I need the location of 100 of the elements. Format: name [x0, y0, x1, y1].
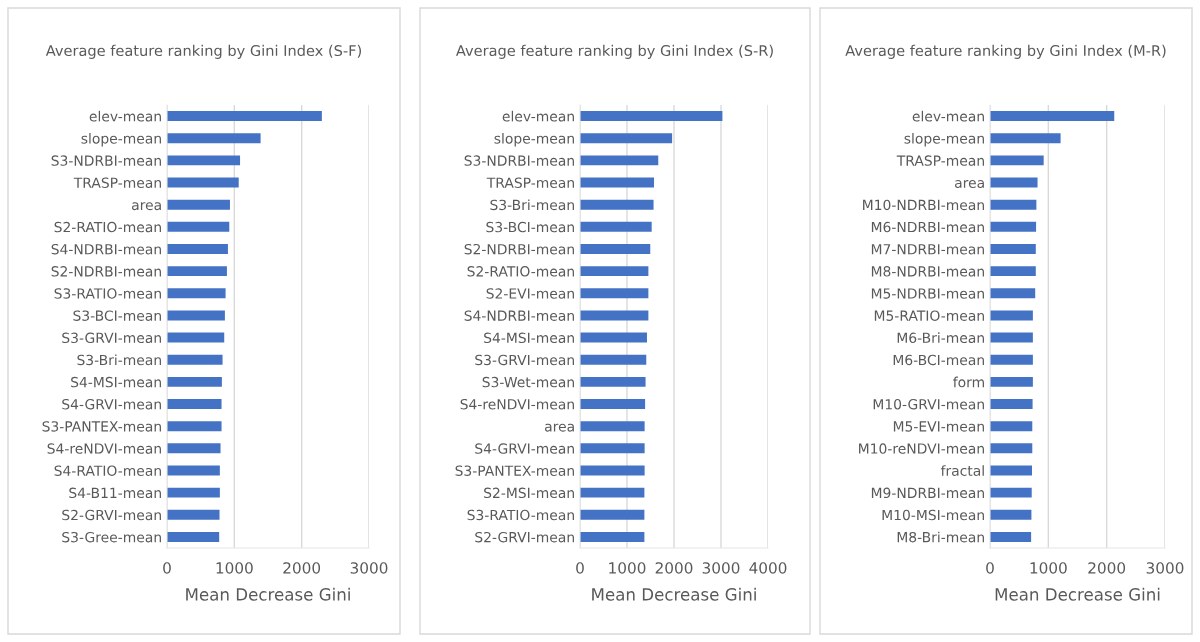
bar	[580, 399, 646, 410]
bar	[580, 155, 659, 166]
x-tick-label: 0	[576, 562, 584, 574]
bar	[580, 266, 649, 277]
bar	[580, 421, 645, 432]
chart-title: Average feature ranking by Gini Index (S-R)	[456, 44, 773, 59]
bar	[167, 399, 222, 410]
bar	[990, 133, 1061, 144]
y-tick-label: S4-B11-mean	[69, 487, 161, 499]
bar	[167, 133, 261, 144]
bar	[580, 111, 723, 122]
bar	[167, 177, 239, 188]
y-tick-label: S4-reNDVI-mean	[460, 398, 574, 410]
y-tick-label: M9-NDRBI-mean	[871, 487, 984, 499]
y-tick-label: S2-RATIO-mean	[467, 266, 574, 277]
y-tick-label: slope-mean	[494, 132, 574, 147]
x-tick-label: 2000	[655, 562, 693, 574]
y-tick-label: M10-NDRBI-mean	[863, 199, 984, 211]
y-tick-label: M10-reNDVI-mean	[859, 443, 984, 454]
y-tick-label: M7-NDRBI-mean	[871, 244, 984, 255]
y-tick-label: S2-NDRBI-mean	[464, 243, 574, 255]
x-tick-label: 0	[986, 562, 994, 574]
bar	[990, 288, 1036, 299]
y-tick-label: elev-mean	[89, 110, 161, 122]
bar	[990, 243, 1036, 254]
bar	[167, 465, 220, 476]
bar	[167, 487, 220, 498]
y-tick-label: S2-EVI-mean	[486, 288, 574, 299]
x-tick-label: 3000	[702, 562, 740, 574]
bar	[990, 310, 1033, 321]
bar	[580, 465, 645, 476]
y-tick-label: S3-NDRBI-mean	[464, 155, 574, 166]
bar	[167, 310, 225, 321]
y-tick-label: S3-NDRBI-mean	[51, 155, 161, 166]
y-tick-label: S2-NDRBI-mean	[51, 266, 161, 277]
bar	[167, 421, 222, 432]
y-tick-label: S2-GRVI-mean	[62, 509, 161, 521]
bar	[167, 443, 221, 454]
bar	[990, 221, 1037, 232]
y-tick-label: S4-GRVI-mean	[475, 443, 574, 454]
chart-title: Average feature ranking by Gini Index (S-F)	[45, 44, 361, 59]
bar	[990, 399, 1033, 410]
x-tick-label: 1000	[609, 562, 646, 574]
y-tick-label: TRASP-mean	[896, 155, 984, 166]
bar	[990, 509, 1032, 520]
y-tick-label: S3-Gree-mean	[62, 531, 161, 543]
y-tick-label: S4-MSI-mean	[484, 332, 574, 344]
x-tick-label: 1000	[216, 562, 253, 574]
y-tick-label: S3-PANTEX-mean	[455, 465, 574, 476]
y-tick-label: S3-BCI-mean	[73, 310, 161, 321]
bar	[580, 443, 645, 454]
x-tick-label: 1000	[1030, 562, 1067, 574]
y-tick-label: elev-mean	[912, 110, 984, 122]
bar	[580, 332, 647, 343]
bar	[990, 421, 1033, 432]
y-tick-label: S3-Bri-mean	[490, 199, 574, 211]
y-tick-label: S3-Bri-mean	[77, 354, 161, 366]
bar	[990, 376, 1033, 387]
bar	[167, 354, 223, 365]
bar	[580, 288, 649, 299]
x-tick-label: 2000	[283, 562, 321, 574]
bar	[990, 443, 1033, 454]
y-tick-label: S3-PANTEX-mean	[42, 421, 161, 432]
y-tick-label: M5-EVI-mean	[893, 421, 984, 432]
bar	[580, 133, 673, 144]
y-tick-label: S4-RATIO-mean	[54, 465, 161, 476]
y-tick-label: S2-GRVI-mean	[475, 531, 574, 543]
x-axis-title: Mean Decrease Gini	[186, 587, 350, 601]
bar	[580, 177, 655, 188]
y-tick-label: M10-MSI-mean	[882, 509, 984, 521]
y-tick-label: area	[545, 423, 574, 432]
y-tick-label: S3-Wet-mean	[482, 376, 574, 388]
y-tick-label: S2-RATIO-mean	[54, 221, 161, 233]
bar	[167, 288, 226, 299]
bar	[167, 332, 225, 343]
y-tick-label: S4-reNDVI-mean	[47, 443, 161, 454]
y-tick-label: TRASP-mean	[486, 177, 574, 188]
y-tick-label: slope-mean	[81, 132, 161, 147]
bar	[990, 332, 1033, 343]
bar	[580, 487, 645, 498]
y-tick-label: fractal	[940, 465, 984, 476]
y-tick-label: area	[955, 180, 984, 188]
y-tick-label: S4-GRVI-mean	[62, 398, 161, 410]
y-tick-label: S3-BCI-mean	[486, 221, 574, 233]
y-tick-label: form	[953, 376, 984, 388]
x-tick-label: 2000	[1088, 562, 1126, 574]
x-tick-label: 4000	[749, 562, 787, 574]
x-tick-label: 3000	[350, 562, 388, 574]
x-axis-title: Mean Decrease Gini	[592, 587, 756, 601]
bar	[990, 155, 1044, 166]
bar	[167, 531, 220, 542]
bar	[167, 199, 230, 210]
y-tick-label: S4-NDRBI-mean	[464, 310, 574, 321]
y-tick-label: S4-NDRBI-mean	[51, 243, 161, 255]
x-axis-title: Mean Decrease Gini	[995, 587, 1160, 601]
bar	[990, 487, 1032, 498]
bar	[167, 376, 222, 387]
bar	[580, 509, 645, 520]
bar	[580, 243, 651, 254]
y-tick-label: S4-MSI-mean	[71, 376, 161, 388]
